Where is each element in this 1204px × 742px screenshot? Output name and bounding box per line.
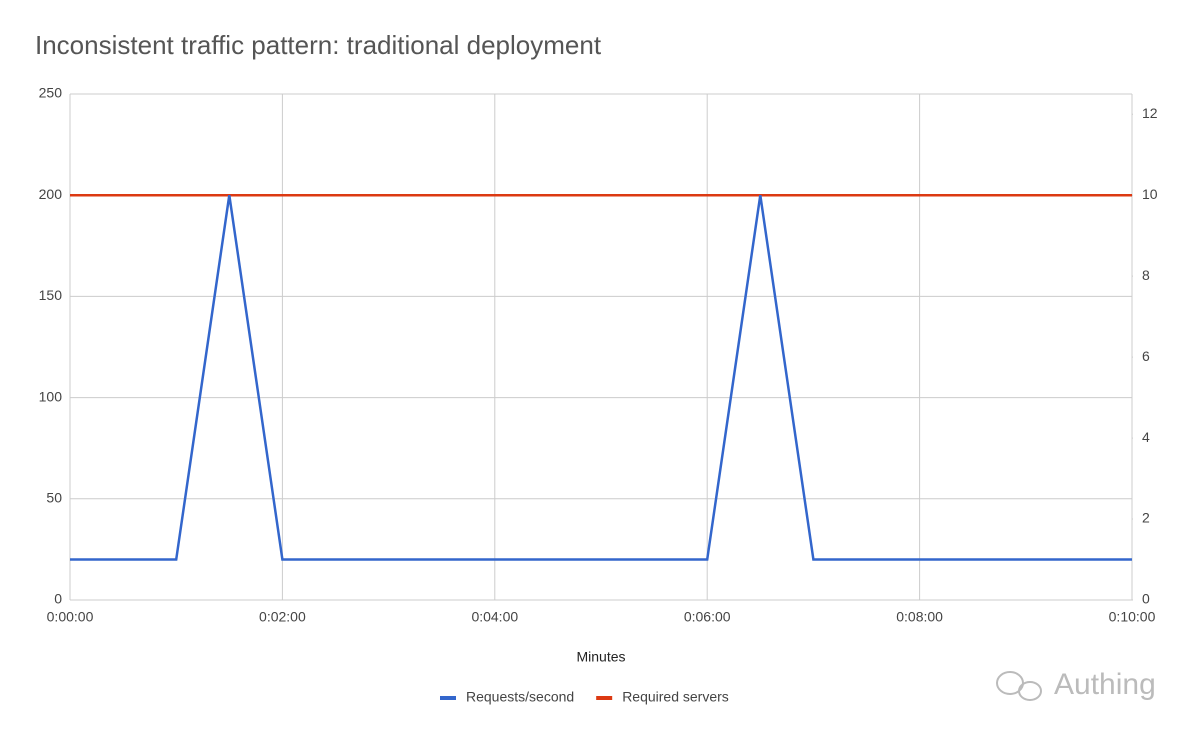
x-tick-label: 0:00:00 <box>47 609 94 625</box>
y-tick-label: 150 <box>39 287 63 303</box>
y-tick-label: 200 <box>39 186 63 202</box>
y2-tick-label: 6 <box>1142 348 1150 364</box>
y-tick-label: 0 <box>54 591 62 607</box>
y2-tick-label: 0 <box>1142 591 1150 607</box>
legend-label: Requests/second <box>466 689 574 705</box>
x-tick-label: 0:06:00 <box>684 609 731 625</box>
legend-label: Required servers <box>622 689 729 705</box>
y-tick-label: 50 <box>46 490 62 506</box>
y2-tick-label: 8 <box>1142 267 1150 283</box>
chart-title: Inconsistent traffic pattern: traditiona… <box>35 30 602 60</box>
y2-tick-label: 4 <box>1142 429 1150 445</box>
x-tick-label: 0:08:00 <box>896 609 943 625</box>
x-tick-label: 0:04:00 <box>471 609 518 625</box>
x-tick-label: 0:02:00 <box>259 609 306 625</box>
series-line <box>70 195 1132 561</box>
watermark: Authing <box>1054 668 1156 701</box>
x-axis-label: Minutes <box>576 649 625 665</box>
y-tick-label: 250 <box>39 85 63 101</box>
x-tick-label: 0:10:00 <box>1109 609 1156 625</box>
y2-tick-label: 10 <box>1142 186 1158 202</box>
y-tick-label: 100 <box>39 388 63 404</box>
y2-tick-label: 2 <box>1142 510 1150 526</box>
watermark-icon <box>996 671 1042 701</box>
y2-tick-label: 12 <box>1142 105 1158 121</box>
